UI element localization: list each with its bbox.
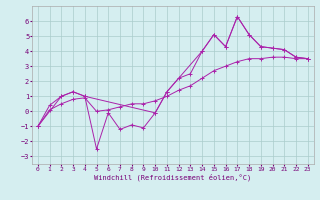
X-axis label: Windchill (Refroidissement éolien,°C): Windchill (Refroidissement éolien,°C) [94,173,252,181]
